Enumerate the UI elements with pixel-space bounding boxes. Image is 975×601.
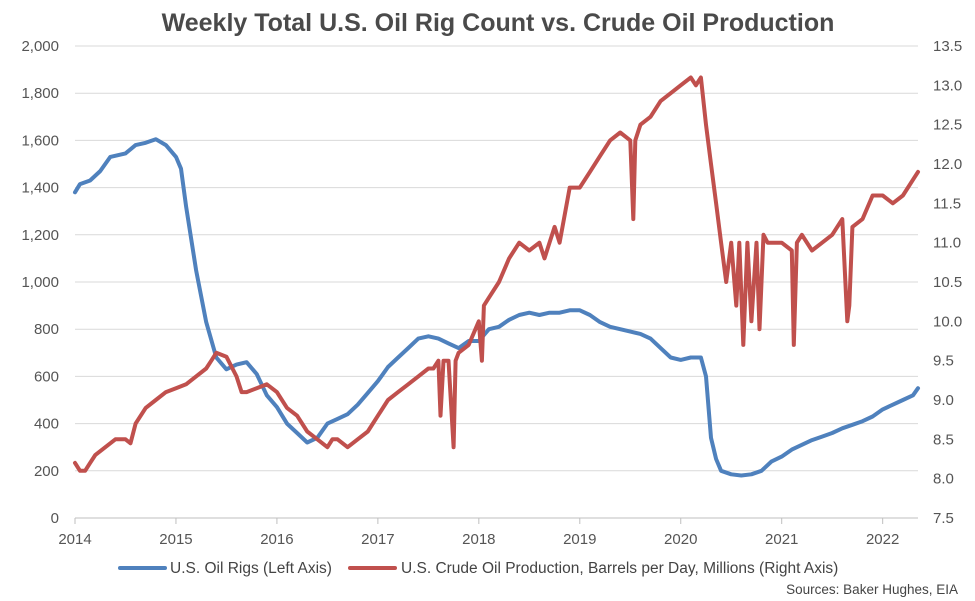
left-axis-tick-label: 800 — [34, 321, 59, 338]
right-axis-tick-label: 12.5 — [933, 117, 962, 134]
left-axis-tick-label: 2,000 — [21, 38, 59, 55]
x-axis-tick-label: 2015 — [159, 531, 192, 548]
right-axis-tick-label: 8.0 — [933, 471, 954, 488]
left-axis-tick-label: 1,200 — [21, 227, 59, 244]
right-axis-tick-label: 7.5 — [933, 510, 954, 527]
chart-title: Weekly Total U.S. Oil Rig Count vs. Crud… — [162, 9, 835, 37]
right-axis-tick-label: 8.5 — [933, 431, 954, 448]
left-axis-tick-label: 1,800 — [21, 85, 59, 102]
left-axis-tick-label: 1,600 — [21, 132, 59, 149]
gridlines — [75, 45, 918, 472]
x-axis-tick-label: 2014 — [58, 531, 91, 548]
right-axis-tick-label: 12.0 — [933, 156, 962, 173]
series-lines — [73, 75, 920, 478]
right-axis-tick-label: 11.0 — [933, 235, 961, 252]
x-axis-tick-label: 2018 — [462, 531, 495, 548]
left-axis-tick-label: 400 — [34, 416, 59, 433]
left-axis-tick-label: 600 — [34, 368, 59, 385]
x-axis-tick-label: 2020 — [664, 531, 697, 548]
x-axis-tick-label: 2019 — [563, 531, 596, 548]
series-line-oil-rigs — [73, 137, 920, 478]
legend-label-crude-production: U.S. Crude Oil Production, Barrels per D… — [401, 560, 838, 577]
left-axis-tick-label: 200 — [34, 463, 59, 480]
right-axis-tick-label: 9.5 — [933, 353, 954, 370]
left-axis-tick-label: 1,400 — [21, 180, 59, 197]
axes: 0 200 400 600 800 1,000 1,200 1,400 1,600 1,800 2,… — [21, 38, 962, 548]
left-axis-tick-label: 1,000 — [21, 274, 59, 291]
right-axis-tick-label: 9.0 — [933, 392, 954, 409]
x-axis-tick-label: 2021 — [765, 531, 798, 548]
left-axis-tick-label: 0 — [51, 510, 59, 527]
legend-item-oil-rigs: U.S. Oil Rigs (Left Axis) — [118, 560, 332, 577]
x-axis-tick-label: 2016 — [260, 531, 293, 548]
x-axis-tick-label: 2017 — [361, 531, 394, 548]
right-axis-tick-label: 10.0 — [933, 313, 962, 330]
right-axis-tick-label: 11.5 — [933, 195, 961, 212]
series-line-crude-production — [73, 75, 920, 473]
legend-item-crude-production: U.S. Crude Oil Production, Barrels per D… — [348, 560, 838, 577]
legend-label-oil-rigs: U.S. Oil Rigs (Left Axis) — [170, 560, 332, 577]
source-note: Sources: Baker Hughes, EIA — [786, 582, 958, 597]
x-axis-tick-label: 2022 — [866, 531, 899, 548]
right-axis-tick-label: 13.0 — [933, 77, 962, 94]
legend: U.S. Oil Rigs (Left Axis) U.S. Crude Oil… — [118, 560, 838, 577]
right-axis-tick-label: 13.5 — [933, 38, 962, 55]
right-axis-tick-label: 10.5 — [933, 274, 962, 291]
